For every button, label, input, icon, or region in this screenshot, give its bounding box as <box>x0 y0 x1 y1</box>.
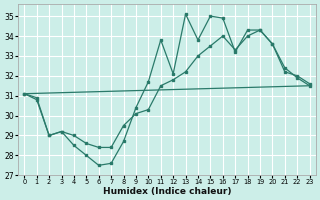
X-axis label: Humidex (Indice chaleur): Humidex (Indice chaleur) <box>103 187 231 196</box>
